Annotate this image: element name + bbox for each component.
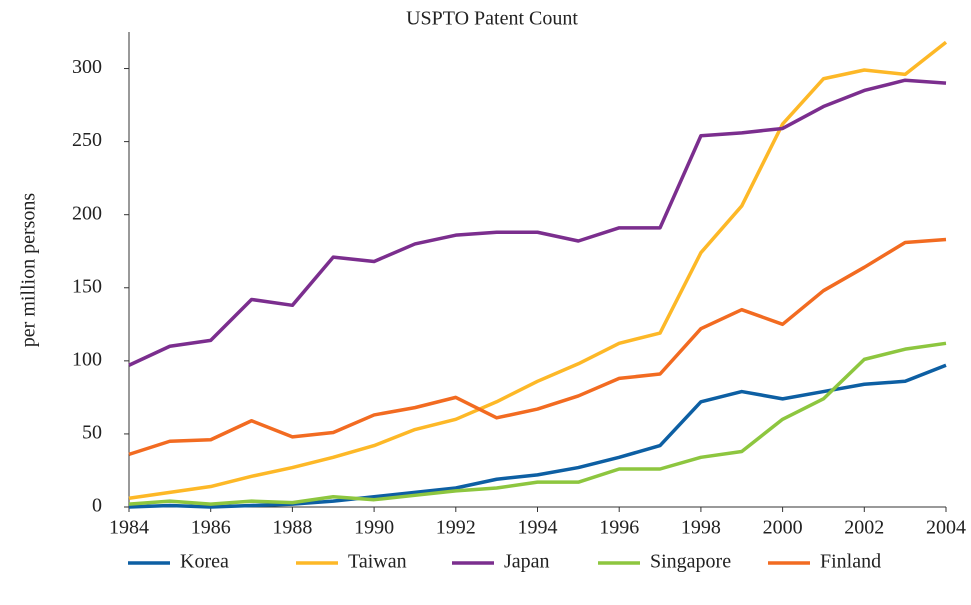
legend-label: Singapore	[650, 551, 731, 573]
legend-label: Korea	[180, 551, 229, 573]
y-tick-label: 300	[72, 56, 102, 78]
x-tick-label: 1988	[272, 517, 312, 539]
legend-label: Finland	[820, 551, 881, 573]
series-line	[128, 237, 947, 457]
x-tick-label: 1984	[109, 517, 149, 539]
series-line	[128, 341, 947, 506]
y-tick-label: 200	[72, 202, 102, 224]
y-axis-label: per million persons	[18, 193, 40, 348]
x-tick-label: 1990	[354, 517, 394, 539]
x-tick-label: 2002	[844, 517, 884, 539]
legend-label: Japan	[504, 551, 550, 573]
x-tick-label: 2004	[926, 517, 966, 539]
chart-title: USPTO Patent Count	[406, 8, 578, 30]
series-line	[128, 78, 947, 367]
y-tick-label: 100	[72, 348, 102, 370]
y-tick-label: 0	[92, 495, 102, 517]
x-tick-label: 1992	[436, 517, 476, 539]
y-tick-label: 250	[72, 129, 102, 151]
x-tick-label: 1994	[518, 517, 558, 539]
x-tick-label: 1996	[599, 517, 639, 539]
series-line	[128, 363, 947, 509]
x-tick-label: 2000	[763, 517, 803, 539]
x-tick-label: 1998	[681, 517, 721, 539]
series-line	[128, 40, 948, 500]
y-tick-label: 150	[72, 275, 102, 297]
x-tick-label: 1986	[191, 517, 231, 539]
y-tick-label: 50	[82, 422, 102, 444]
legend-label: Taiwan	[348, 551, 407, 573]
